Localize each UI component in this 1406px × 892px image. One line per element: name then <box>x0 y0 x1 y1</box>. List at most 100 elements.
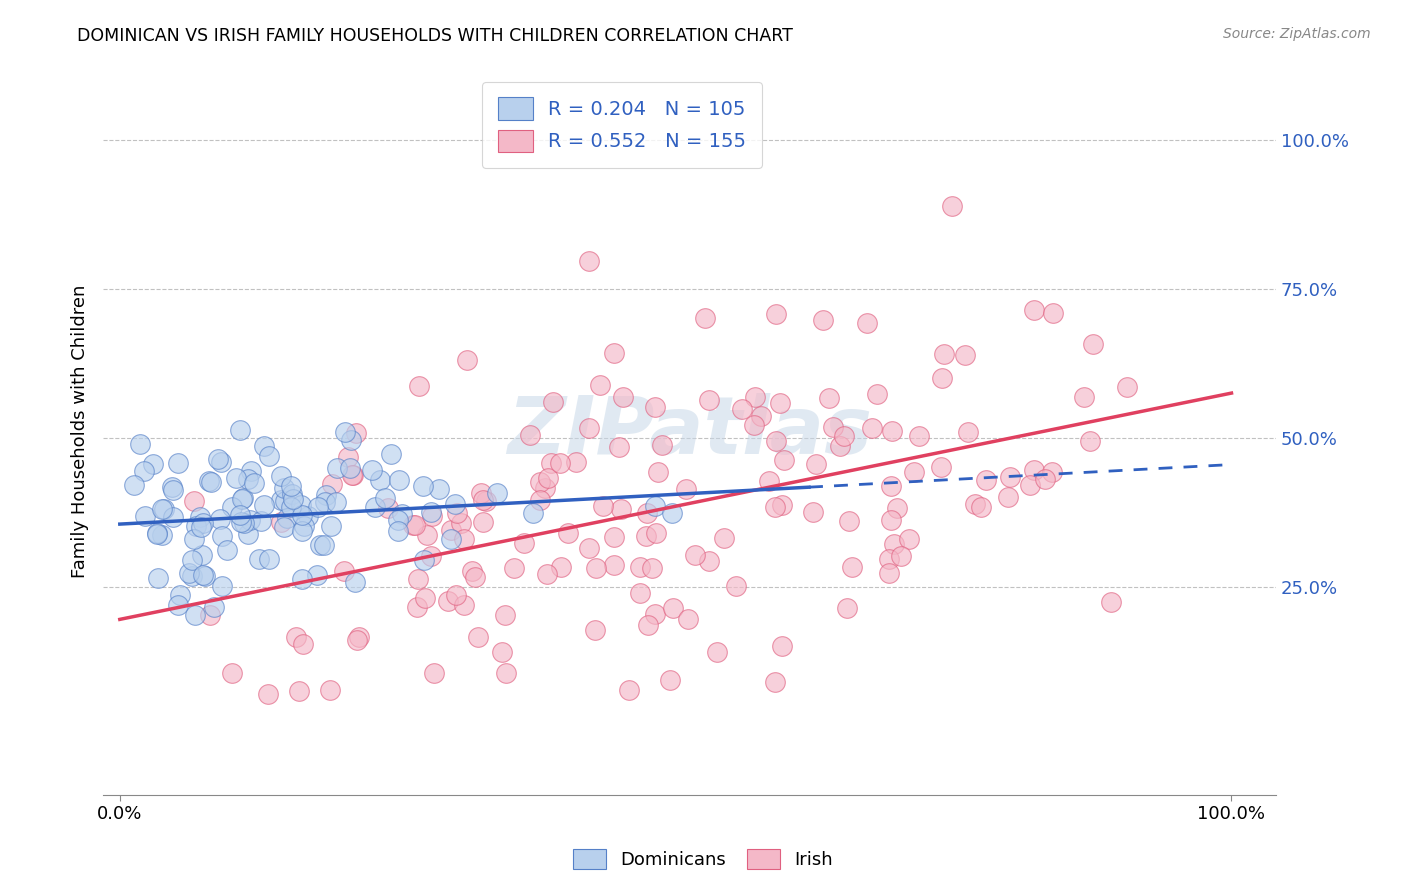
Point <box>1019 478 1042 492</box>
Point <box>337 450 360 465</box>
Point <box>675 482 697 496</box>
Point <box>886 501 908 516</box>
Point <box>239 513 262 527</box>
Point <box>697 554 720 568</box>
Point <box>813 313 835 327</box>
Point <box>685 548 707 562</box>
Point <box>273 520 295 534</box>
Point <box>160 480 183 494</box>
Point <box>471 493 494 508</box>
Point <box>883 537 905 551</box>
Point <box>307 568 329 582</box>
Point <box>232 491 254 506</box>
Point <box>167 456 190 470</box>
Point <box>965 497 987 511</box>
Point <box>346 632 368 647</box>
Point <box>880 479 903 493</box>
Point <box>897 532 920 546</box>
Point <box>190 520 212 534</box>
Point <box>297 509 319 524</box>
Point <box>770 498 793 512</box>
Point <box>342 467 364 482</box>
Point <box>974 474 997 488</box>
Point <box>194 568 217 582</box>
Point <box>315 488 337 502</box>
Point <box>374 491 396 505</box>
Point <box>765 308 787 322</box>
Point <box>344 426 367 441</box>
Point <box>592 499 614 513</box>
Point <box>557 525 579 540</box>
Point <box>907 428 929 442</box>
Point <box>406 572 429 586</box>
Point <box>281 487 304 501</box>
Point <box>200 475 222 489</box>
Point <box>339 433 361 447</box>
Point <box>647 465 669 479</box>
Text: ZIPatlas: ZIPatlas <box>508 392 872 471</box>
Point <box>146 526 169 541</box>
Point <box>325 495 347 509</box>
Point <box>534 482 557 496</box>
Point <box>475 493 498 508</box>
Point <box>456 353 478 368</box>
Point <box>319 519 342 533</box>
Point <box>250 514 273 528</box>
Point <box>314 538 336 552</box>
Point <box>198 607 221 622</box>
Point <box>150 528 173 542</box>
Point <box>765 434 787 449</box>
Point <box>472 515 495 529</box>
Point <box>291 637 314 651</box>
Point <box>444 497 467 511</box>
Point <box>636 506 658 520</box>
Point <box>804 457 827 471</box>
Point <box>731 402 754 417</box>
Point <box>181 552 204 566</box>
Point <box>537 471 560 485</box>
Point <box>207 452 229 467</box>
Point <box>211 529 233 543</box>
Point <box>247 552 270 566</box>
Point <box>132 464 155 478</box>
Point <box>860 421 883 435</box>
Point <box>391 507 413 521</box>
Point <box>941 199 963 213</box>
Point <box>540 456 562 470</box>
Point <box>1040 465 1063 479</box>
Point <box>1033 472 1056 486</box>
Point <box>903 465 925 479</box>
Point <box>215 543 238 558</box>
Point <box>1042 306 1064 320</box>
Point <box>422 665 444 680</box>
Point <box>659 673 682 687</box>
Point <box>177 566 200 581</box>
Point <box>363 500 385 514</box>
Point <box>198 474 221 488</box>
Point <box>387 474 409 488</box>
Point <box>548 457 571 471</box>
Point <box>1081 337 1104 351</box>
Point <box>229 508 252 523</box>
Point <box>232 516 254 530</box>
Point <box>167 598 190 612</box>
Point <box>578 254 600 268</box>
Point <box>285 630 308 644</box>
Point <box>221 500 243 514</box>
Point <box>162 483 184 498</box>
Point <box>890 549 912 563</box>
Point <box>495 666 517 681</box>
Point <box>637 617 659 632</box>
Point <box>838 514 860 528</box>
Point <box>211 579 233 593</box>
Point <box>292 519 315 533</box>
Point <box>956 425 979 439</box>
Point <box>818 391 841 405</box>
Point <box>150 502 173 516</box>
Point <box>209 454 232 468</box>
Point <box>257 686 280 700</box>
Point <box>744 390 766 404</box>
Point <box>420 508 443 523</box>
Point <box>291 508 314 522</box>
Point <box>440 523 463 537</box>
